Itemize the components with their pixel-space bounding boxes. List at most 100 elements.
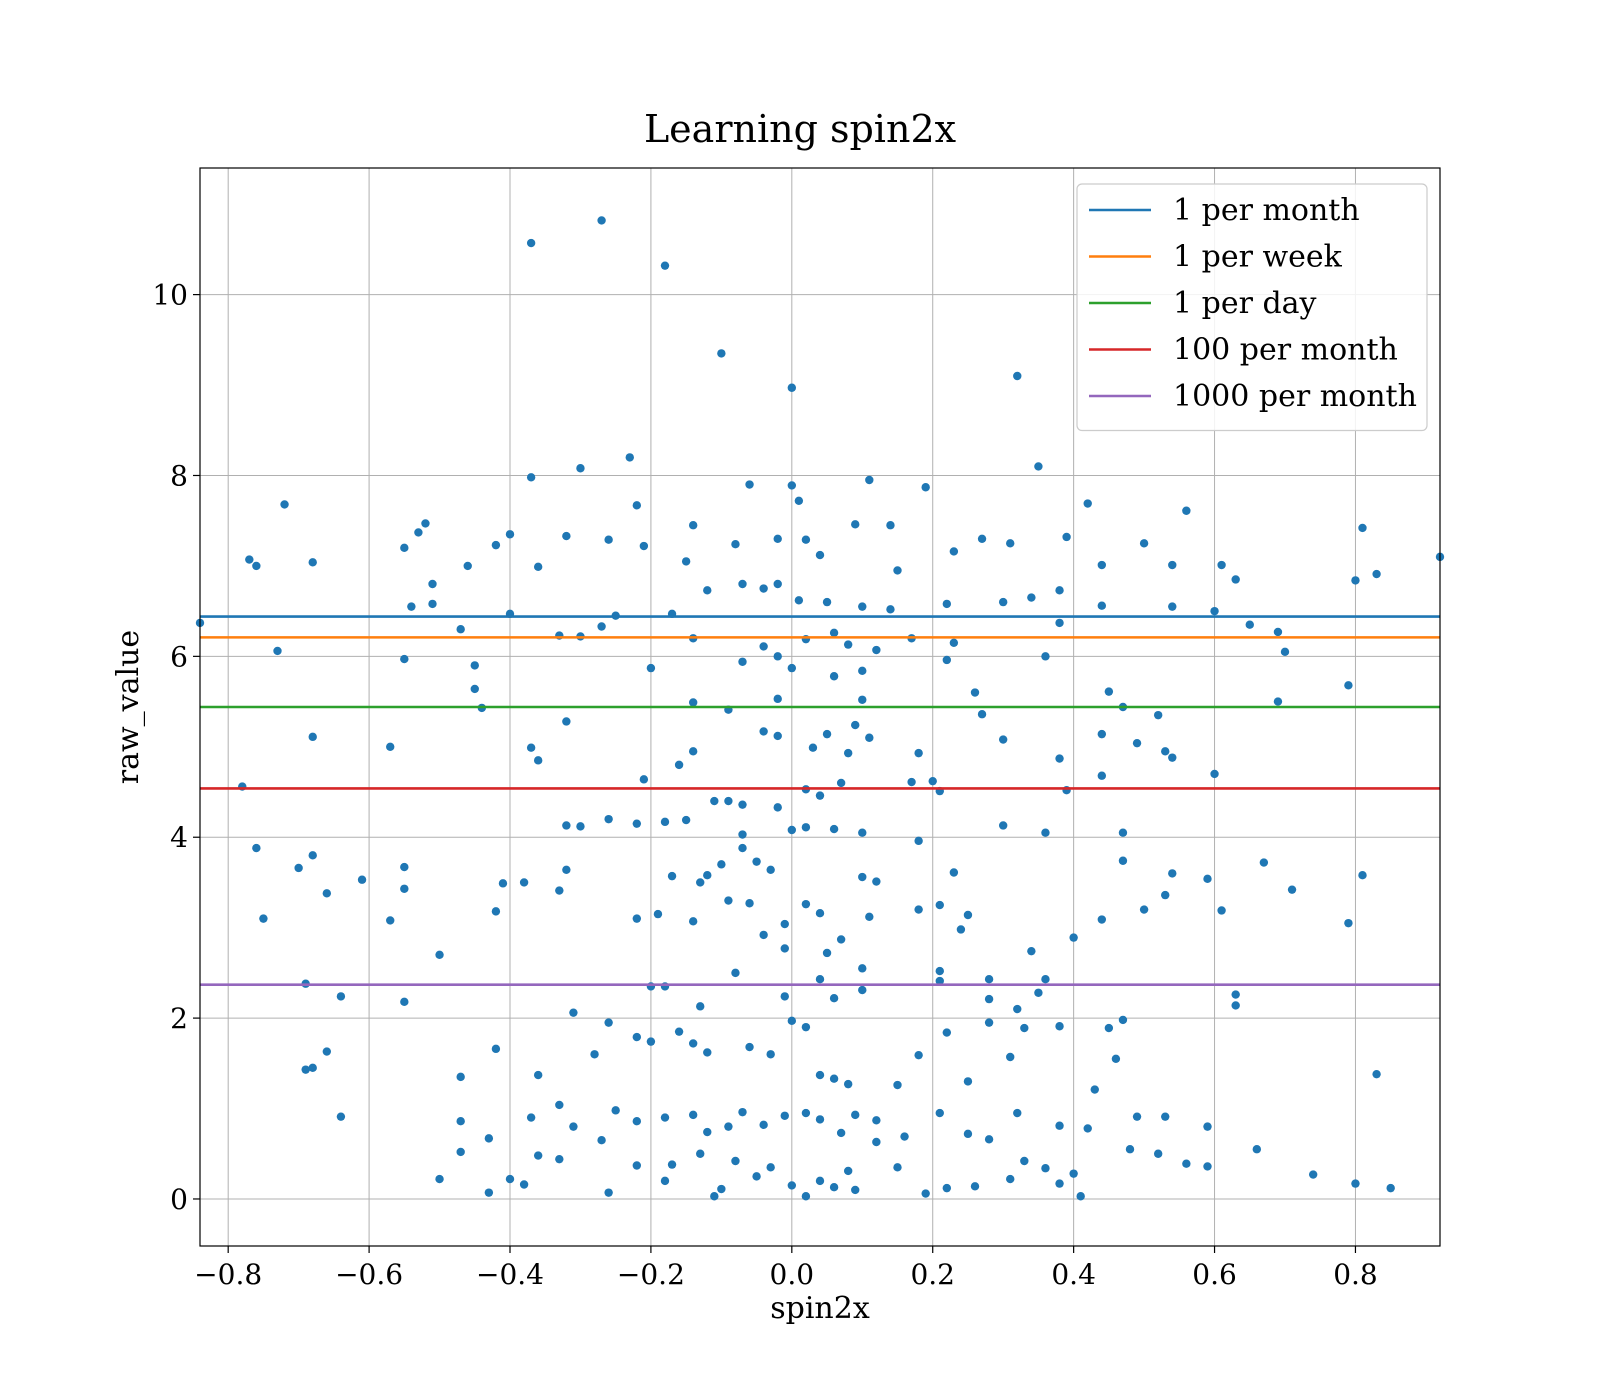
data-point xyxy=(738,830,747,839)
data-point xyxy=(1013,1004,1022,1014)
data-point xyxy=(843,1166,853,1176)
data-point xyxy=(977,534,987,543)
data-point xyxy=(597,216,606,225)
data-point xyxy=(1210,769,1219,779)
data-point xyxy=(562,821,571,830)
data-point xyxy=(1006,1052,1015,1062)
data-points xyxy=(195,216,1445,1201)
data-point xyxy=(822,597,832,607)
data-point xyxy=(759,1120,768,1130)
plot-frame xyxy=(199,167,1441,1247)
data-point xyxy=(942,1183,952,1193)
legend: 1 per month 1 per week 1 per day 100 per mo… xyxy=(1076,183,1428,432)
x-axis-label: spin2x xyxy=(770,1291,870,1326)
data-point xyxy=(1041,1164,1050,1173)
data-point xyxy=(773,694,782,704)
data-point xyxy=(1245,620,1254,629)
data-point xyxy=(322,1047,332,1056)
data-point xyxy=(815,791,825,800)
data-point xyxy=(1055,1121,1064,1130)
data-point xyxy=(801,823,811,832)
legend-entry-label: 1 per day xyxy=(1173,286,1317,321)
data-point xyxy=(787,1181,797,1190)
data-point xyxy=(632,1116,642,1126)
data-point xyxy=(1034,988,1043,997)
data-point xyxy=(921,483,930,492)
data-point xyxy=(942,655,952,665)
data-point xyxy=(463,561,472,571)
data-point xyxy=(745,899,754,908)
data-point xyxy=(696,878,705,887)
data-point xyxy=(1041,828,1050,837)
data-point xyxy=(731,540,740,549)
data-point xyxy=(252,843,261,853)
data-point xyxy=(1111,1054,1121,1063)
data-point xyxy=(1168,753,1177,762)
data-point xyxy=(435,950,444,959)
data-point xyxy=(533,562,543,572)
legend-box xyxy=(1076,183,1428,432)
y-tick-label: 0 xyxy=(170,1183,188,1216)
data-point xyxy=(1027,946,1036,956)
data-point xyxy=(688,1039,698,1048)
data-point xyxy=(1090,1085,1099,1094)
data-point xyxy=(1203,874,1212,884)
data-point xyxy=(674,1027,684,1036)
data-point xyxy=(731,1156,740,1166)
legend-entry-label: 1000 per month xyxy=(1173,379,1417,414)
data-point xyxy=(1231,575,1240,584)
data-point xyxy=(1097,729,1107,739)
data-point xyxy=(1097,560,1107,570)
data-point xyxy=(780,992,789,1001)
data-point xyxy=(632,914,642,923)
data-point xyxy=(822,729,832,739)
data-point xyxy=(836,935,846,944)
data-point xyxy=(703,1127,712,1137)
data-point xyxy=(491,540,501,550)
data-point xyxy=(491,907,501,916)
data-point xyxy=(456,1116,465,1126)
data-point xyxy=(252,561,261,571)
data-point xyxy=(1013,1108,1022,1118)
data-point xyxy=(759,642,768,651)
data-point xyxy=(977,710,987,719)
data-point xyxy=(949,868,959,877)
data-point xyxy=(865,475,874,485)
data-point xyxy=(801,1108,811,1118)
data-point xyxy=(660,261,670,270)
data-point xyxy=(526,743,536,752)
data-point xyxy=(703,1048,712,1057)
data-point xyxy=(646,663,656,673)
data-point xyxy=(660,1113,670,1122)
data-point xyxy=(717,860,726,869)
data-point xyxy=(738,800,747,809)
data-point xyxy=(1097,915,1107,924)
data-point xyxy=(717,1184,726,1194)
data-point xyxy=(660,817,670,827)
data-point xyxy=(970,1182,980,1191)
data-point xyxy=(562,865,571,874)
data-point xyxy=(949,547,959,556)
data-point xyxy=(1083,499,1092,508)
data-point xyxy=(914,905,923,914)
data-point xyxy=(1013,371,1022,381)
data-point xyxy=(963,910,973,920)
data-point xyxy=(526,1113,536,1122)
data-point xyxy=(858,985,867,995)
data-point xyxy=(1203,1162,1212,1171)
x-tick-label: −0.6 xyxy=(335,1258,403,1291)
data-point xyxy=(294,863,303,873)
data-point xyxy=(696,1002,705,1011)
data-point xyxy=(865,733,874,742)
data-point xyxy=(829,1183,839,1192)
data-point xyxy=(1125,1145,1135,1154)
data-point xyxy=(1006,539,1015,548)
data-point xyxy=(1161,747,1170,756)
data-point xyxy=(851,1185,860,1195)
data-point xyxy=(1153,1149,1163,1158)
data-point xyxy=(245,555,254,564)
data-point xyxy=(604,535,613,544)
data-point xyxy=(773,803,782,812)
data-point xyxy=(893,1163,902,1172)
data-point xyxy=(688,698,698,707)
